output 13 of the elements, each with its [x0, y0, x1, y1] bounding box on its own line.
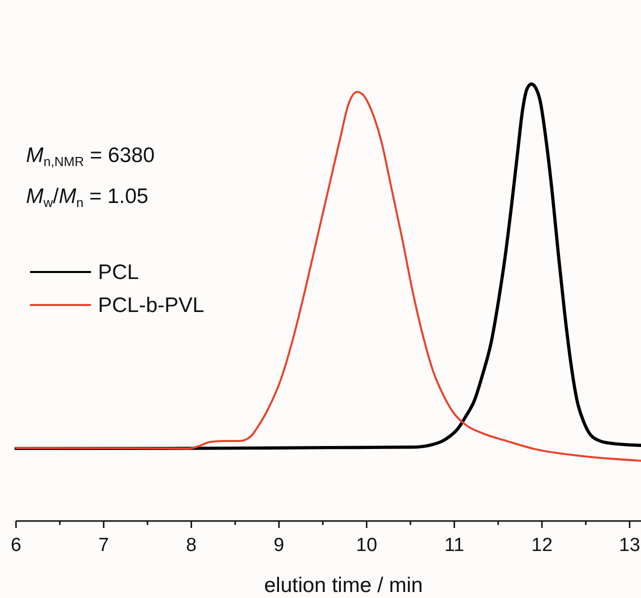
- annotation: M$_{w}$/M$_{n}$ = 1.05: [26, 185, 148, 210]
- legend-label: PCL-b-PVL: [98, 294, 204, 317]
- x-tick-label: 13: [619, 535, 640, 556]
- x-tick-label: 8: [186, 535, 197, 556]
- x-axis-title: elution time / min: [264, 574, 423, 597]
- annotation: M$_{n,NMR}$ = 6380: [26, 144, 155, 169]
- x-tick-label: 10: [356, 535, 378, 556]
- x-tick-label: 9: [274, 535, 284, 556]
- x-tick-label: 11: [444, 535, 464, 556]
- legend-label: PCL: [98, 261, 139, 284]
- x-tick-label: 7: [98, 535, 109, 556]
- x-tick-label: 6: [10, 535, 22, 556]
- x-tick-label: 12: [531, 535, 553, 556]
